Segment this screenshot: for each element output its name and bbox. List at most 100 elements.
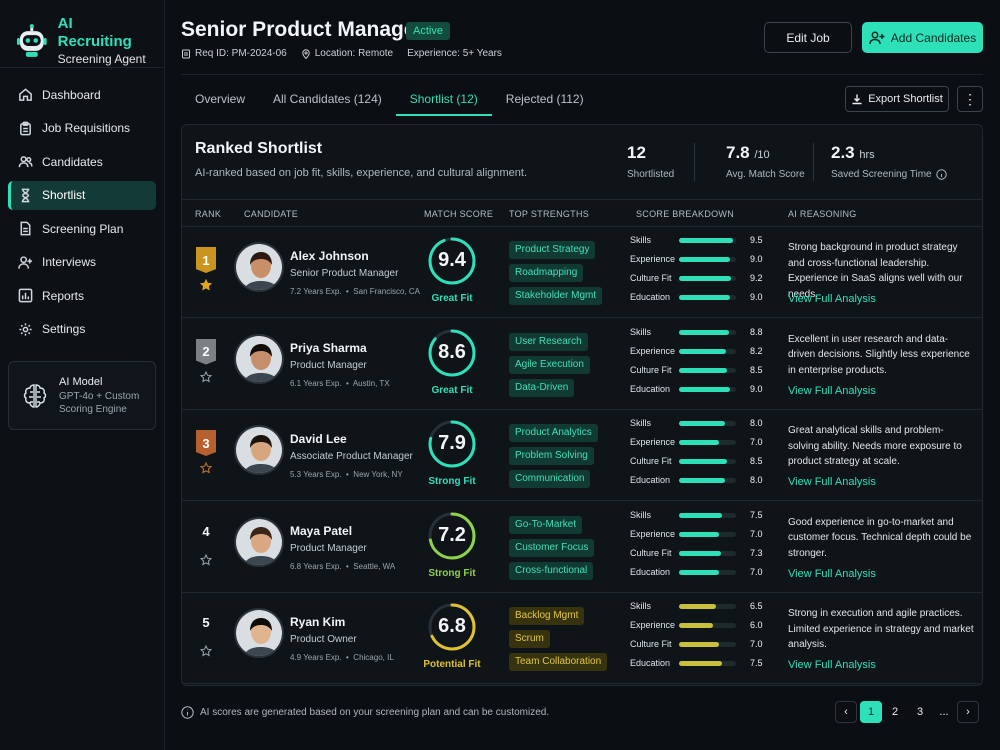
table-row[interactable]: 5 Ryan Kim Product Owner 4.9 Years Exp. • C… — [182, 593, 982, 684]
breakdown-bar — [679, 604, 736, 609]
view-full-analysis-link[interactable]: View Full Analysis — [788, 659, 876, 671]
breakdown-label: Skills — [630, 326, 652, 337]
stat-label: Saved Screening Time — [831, 169, 932, 180]
sidebar-item-reports[interactable]: Reports — [8, 281, 156, 310]
export-shortlist-button[interactable]: Export Shortlist — [845, 86, 949, 112]
sidebar-item-dashboard[interactable]: Dashboard — [8, 80, 156, 109]
breakdown-value: 9.5 — [750, 235, 763, 245]
add-candidates-label: Add Candidates — [890, 30, 977, 45]
tab-shortlist[interactable]: Shortlist (12) — [395, 82, 492, 116]
strength-chip: Customer Focus — [509, 538, 595, 557]
candidate-meta: 6.8 Years Exp. • Seattle, WA — [290, 562, 395, 571]
brain-icon — [23, 383, 47, 408]
sidebar-item-job-requisitions[interactable]: Job Requisitions — [8, 114, 156, 143]
stat-unit: /10 — [754, 149, 770, 161]
breakdown-bar-fill — [679, 642, 719, 647]
candidate-experience: 5.3 Years Exp. — [290, 470, 342, 479]
match-score-ring — [428, 512, 476, 559]
breakdown-value: 9.0 — [750, 254, 763, 264]
tab-all-candidates[interactable]: All Candidates (124) — [273, 92, 382, 106]
sidebar-item-settings[interactable]: Settings — [8, 315, 156, 344]
sidebar-item-screening-plan[interactable]: Screening Plan — [8, 214, 156, 243]
main-content: Senior Product Manager Active Req ID: PM… — [165, 0, 1000, 750]
req-id-text: Req ID: PM-2024-06 — [195, 48, 287, 59]
candidate-name[interactable]: David Lee — [290, 432, 347, 446]
meta-separator: • — [341, 470, 354, 479]
match-score-ring — [428, 329, 476, 376]
star-icon[interactable] — [200, 370, 212, 383]
meta-separator: • — [341, 653, 354, 662]
breakdown-label: Education — [630, 383, 671, 394]
strength-chip: Go-To-Market — [509, 515, 583, 534]
page-3-button[interactable]: 3 — [916, 706, 924, 718]
info-icon — [181, 706, 194, 719]
view-full-analysis-link[interactable]: View Full Analysis — [788, 293, 876, 305]
avatar — [234, 516, 284, 567]
stat-avg-score: 7.8 /10 Avg. Match Score — [726, 143, 805, 180]
breakdown-value: 8.8 — [750, 326, 763, 337]
sidebar-item-shortlist[interactable]: Shortlist — [8, 180, 156, 210]
breakdown-bar — [679, 642, 736, 647]
page-ellipsis: ... — [939, 706, 949, 718]
rank-badge: 3 — [196, 430, 216, 456]
breakdown-value: 9.0 — [750, 292, 763, 302]
table-row[interactable]: 4 Maya Patel Product Manager 6.8 Years Exp.… — [182, 502, 982, 593]
view-full-analysis-link[interactable]: View Full Analysis — [788, 476, 876, 488]
candidate-name[interactable]: Ryan Kim — [290, 615, 346, 629]
breakdown-value: 7.0 — [750, 528, 763, 539]
star-icon[interactable] — [200, 462, 212, 474]
fit-label: Potential Fit — [423, 659, 481, 670]
breakdown-bar-fill — [679, 531, 719, 537]
add-candidates-button[interactable]: Add Candidates — [862, 22, 983, 53]
breakdown-bar — [679, 367, 736, 373]
table-row[interactable]: 3 David Lee Associate Product Manager 5.3 Y… — [182, 410, 982, 501]
strength-chip: Scrum — [509, 630, 550, 648]
rank-number: 4 — [202, 523, 210, 539]
sidebar-item-label: Screening Plan — [42, 221, 124, 236]
tab-overview[interactable]: Overview — [195, 92, 246, 106]
star-icon[interactable] — [200, 645, 212, 657]
download-icon — [852, 94, 862, 105]
table-row[interactable]: 2 Priya Sharma Product Manager 6.1 Years Ex… — [182, 319, 982, 410]
breakdown-value: 8.2 — [750, 345, 763, 356]
breakdown-value: 7.0 — [750, 566, 763, 577]
page-title: Senior Product Manager — [181, 18, 424, 41]
view-full-analysis-link[interactable]: View Full Analysis — [788, 384, 876, 397]
strength-chip: Product Analytics — [509, 424, 598, 442]
col-match-score: MATCH SCORE — [424, 209, 494, 219]
model-line2: Scoring Engine — [59, 403, 127, 415]
sidebar-item-interviews[interactable]: Interviews — [8, 248, 156, 277]
fit-label: Strong Fit — [428, 567, 476, 579]
breakdown-label: Education — [630, 292, 671, 302]
user-plus-icon — [869, 31, 885, 44]
sidebar-item-candidates[interactable]: Candidates — [8, 147, 156, 176]
page-1-button[interactable]: 1 — [860, 701, 882, 723]
edit-job-button[interactable]: Edit Job — [764, 22, 852, 53]
breakdown-label: Skills — [630, 601, 652, 611]
candidate-role: Product Manager — [290, 359, 367, 371]
tab-rejected[interactable]: Rejected (112) — [505, 92, 584, 106]
more-options-icon[interactable]: ⋮ — [957, 86, 983, 112]
breakdown-bar-fill — [679, 478, 725, 483]
candidate-name[interactable]: Maya Patel — [290, 523, 353, 538]
candidate-role: Senior Product Manager — [290, 268, 399, 279]
table-row[interactable]: 1 Alex Johnson Senior Product Manager 7.2 Y… — [182, 227, 982, 318]
next-page-button[interactable]: › — [957, 701, 979, 723]
star-icon[interactable] — [200, 553, 212, 566]
breakdown-bar — [679, 550, 736, 556]
candidate-name[interactable]: Priya Sharma — [290, 340, 367, 355]
strength-chip: User Research — [509, 332, 588, 351]
document-icon — [20, 221, 31, 236]
strength-chip: Agile Execution — [509, 355, 590, 374]
page-2-button[interactable]: 2 — [891, 706, 899, 718]
footer-note-text: AI scores are generated based on your sc… — [200, 707, 550, 718]
candidate-name[interactable]: Alex Johnson — [290, 249, 369, 263]
view-full-analysis-link[interactable]: View Full Analysis — [788, 567, 876, 580]
breakdown-bar-fill — [679, 512, 722, 518]
match-score-value: 6.8 — [438, 615, 466, 637]
req-id: Req ID: PM-2024-06 — [181, 48, 287, 59]
star-icon[interactable] — [200, 279, 212, 291]
prev-page-button[interactable]: ‹ — [835, 701, 857, 723]
breakdown-bar-fill — [679, 367, 728, 373]
info-icon[interactable] — [935, 169, 947, 180]
